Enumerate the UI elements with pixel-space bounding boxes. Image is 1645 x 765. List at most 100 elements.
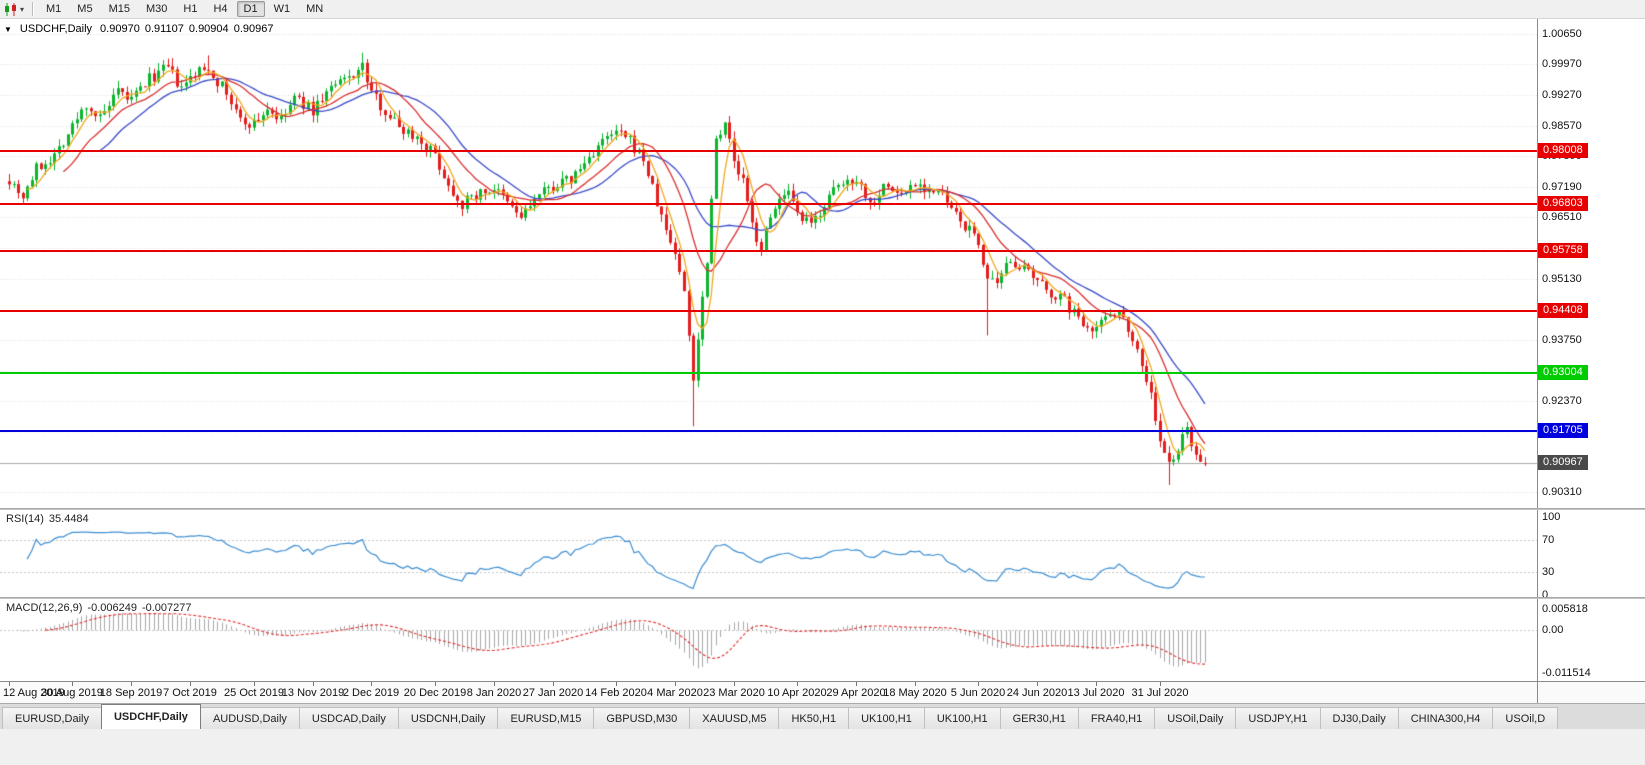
chart-tab-USOil,Daily[interactable]: USOil,Daily <box>1154 707 1237 729</box>
rsi-axis[interactable]: 100 70 30 0 <box>1537 510 1645 597</box>
price-tick: 0.92370 <box>1542 395 1582 408</box>
chart-symbol-period: USDCHF,Daily <box>19 23 93 35</box>
rsi-canvas[interactable] <box>0 510 1537 597</box>
time-tick <box>675 682 676 686</box>
time-axis-corner <box>1537 681 1645 703</box>
period-button-D1[interactable]: D1 <box>236 1 265 17</box>
chart-tab-GER30,H1[interactable]: GER30,H1 <box>999 707 1079 729</box>
price-axis[interactable]: 1.006500.999700.992700.985700.978900.971… <box>1537 19 1645 508</box>
chart-tab-CHINA300,H4[interactable]: CHINA300,H4 <box>1397 707 1494 729</box>
time-label: 25 Oct 2019 <box>224 687 284 699</box>
chart-tab-DJ30,Daily[interactable]: DJ30,Daily <box>1319 707 1399 729</box>
time-tick <box>734 682 735 686</box>
ohlc-close: 0.90967 <box>233 23 274 35</box>
level-badge-0.95758: 0.95758 <box>1538 243 1588 258</box>
current-price-badge: 0.90967 <box>1538 455 1588 470</box>
macd-tick: -0.011514 <box>1542 667 1591 680</box>
chart-tab-AUDUSD,Daily[interactable]: AUDUSD,Daily <box>199 707 300 729</box>
time-label: 24 Jun 2020 <box>1006 687 1068 699</box>
chart-tab-USOil,D[interactable]: USOil,D <box>1492 707 1559 729</box>
level-line-0.98008[interactable] <box>0 150 1537 152</box>
price-tick: 0.90310 <box>1542 486 1582 499</box>
time-label: 13 Nov 2019 <box>281 687 345 699</box>
status-area <box>0 729 1645 765</box>
time-label: 5 Jun 2020 <box>950 687 1006 699</box>
period-button-H1[interactable]: H1 <box>183 3 198 15</box>
chart-tab-UK100,H1[interactable]: UK100,H1 <box>848 707 925 729</box>
time-tick <box>9 682 10 686</box>
level-line-0.94408[interactable] <box>0 310 1537 312</box>
period-button-MN[interactable]: MN <box>306 3 324 15</box>
level-badge-0.96803: 0.96803 <box>1538 196 1588 211</box>
price-tick: 0.97190 <box>1542 181 1582 194</box>
ohlc-header: ▼ USDCHF,Daily 0.90970 0.91107 0.90904 0… <box>4 23 273 35</box>
time-tick <box>1096 682 1097 686</box>
time-tick <box>553 682 554 686</box>
time-tick <box>131 682 132 686</box>
period-button-M15[interactable]: M15 <box>108 3 130 15</box>
one-click-trading-toggle[interactable]: ▼ <box>4 24 12 34</box>
chart-tab-GBPUSD,M30[interactable]: GBPUSD,M30 <box>593 707 691 729</box>
price-tick: 0.93750 <box>1542 333 1582 346</box>
level-line-0.96803[interactable] <box>0 203 1537 205</box>
level-badge-0.93004: 0.93004 <box>1538 365 1588 380</box>
time-label: 23 Mar 2020 <box>703 687 765 699</box>
pane-splitter[interactable] <box>0 597 1645 599</box>
price-tick: 0.95130 <box>1542 272 1582 285</box>
time-label: 7 Oct 2019 <box>163 687 217 699</box>
chart-tab-XAUUSD,M5[interactable]: XAUUSD,M5 <box>689 707 780 729</box>
time-tick <box>371 682 372 686</box>
time-label: 18 Sep 2019 <box>99 687 163 699</box>
ohlc-open: 0.90970 <box>100 23 140 35</box>
time-label: 20 Dec 2019 <box>403 687 467 699</box>
macd-canvas[interactable] <box>0 599 1537 681</box>
toolbar-separator <box>32 2 34 16</box>
price-tick: 0.96510 <box>1542 211 1582 224</box>
price-tick: 0.99270 <box>1542 88 1582 101</box>
ohlc-values: 0.90970 0.91107 0.90904 0.90967 <box>98 23 273 35</box>
level-line-0.91705[interactable] <box>0 430 1537 432</box>
time-tick <box>313 682 314 686</box>
rsi-tick: 70 <box>1542 534 1555 547</box>
chart-type-button[interactable] <box>2 1 20 17</box>
main-plot: ▼ USDCHF,Daily 0.90970 0.91107 0.90904 0… <box>0 19 1537 508</box>
rsi-tick: 100 <box>1542 511 1561 523</box>
chart-tab-bar: EURUSD,Daily USDCHF,Daily AUDUSD,Daily USDC… <box>0 703 1645 729</box>
price-tick: 0.98570 <box>1542 119 1582 132</box>
level-line-0.95758[interactable] <box>0 250 1537 252</box>
time-tick <box>254 682 255 686</box>
macd-plot: MACD(12,26,9) -0.006249 -0.007277 <box>0 599 1537 681</box>
toolbar: ▾ M1 M5 M15 M30 H1 H4 D1 W1 MN <box>0 0 1645 19</box>
time-label: 14 Feb 2020 <box>585 687 647 699</box>
time-tick <box>190 682 191 686</box>
pane-splitter[interactable] <box>0 508 1645 510</box>
time-tick <box>856 682 857 686</box>
chart-tab-UK100,H1[interactable]: UK100,H1 <box>923 707 1001 729</box>
time-label: 31 Jul 2020 <box>1131 687 1189 699</box>
period-button-H4[interactable]: H4 <box>213 3 228 15</box>
rsi-label: RSI(14) 35.4484 <box>6 513 94 525</box>
level-line-0.93004[interactable] <box>0 372 1537 374</box>
time-axis[interactable]: 12 Aug 2019 30 Aug 2019 18 Sep 2019 7 Oct 2… <box>0 681 1537 703</box>
ohlc-high: 0.91107 <box>144 23 184 35</box>
period-button-W1[interactable]: W1 <box>273 3 291 15</box>
chart-tab-EURUSD,M15[interactable]: EURUSD,M15 <box>497 707 595 729</box>
time-label: 30 Aug 2019 <box>41 687 103 699</box>
chart-type-dropdown-arrow[interactable]: ▾ <box>20 4 25 14</box>
macd-axis[interactable]: 0.005818 0.00 -0.011514 <box>1537 599 1645 681</box>
period-button-M5[interactable]: M5 <box>77 3 93 15</box>
chart-tab-USDCNH,Daily[interactable]: USDCNH,Daily <box>397 707 499 729</box>
chart-tab-USDCAD,Daily[interactable]: USDCAD,Daily <box>298 707 399 729</box>
time-label: 12 Aug 2019 <box>3 687 65 699</box>
main-chart-canvas[interactable] <box>0 19 1537 508</box>
time-tick <box>494 682 495 686</box>
rsi-tick: 30 <box>1542 565 1555 578</box>
chart-tab-FRA40,H1[interactable]: FRA40,H1 <box>1077 707 1156 729</box>
period-button-M1[interactable]: M1 <box>46 3 62 15</box>
period-button-M30[interactable]: M30 <box>145 3 168 15</box>
level-badge-0.91705: 0.91705 <box>1538 423 1588 438</box>
chart-tab-USDJPY,H1[interactable]: USDJPY,H1 <box>1235 707 1321 729</box>
chart-tab-USDCHF,Daily[interactable]: USDCHF,Daily <box>100 704 201 729</box>
chart-tab-HK50,H1[interactable]: HK50,H1 <box>778 707 850 729</box>
chart-tab-EURUSD,Daily[interactable]: EURUSD,Daily <box>2 707 102 729</box>
